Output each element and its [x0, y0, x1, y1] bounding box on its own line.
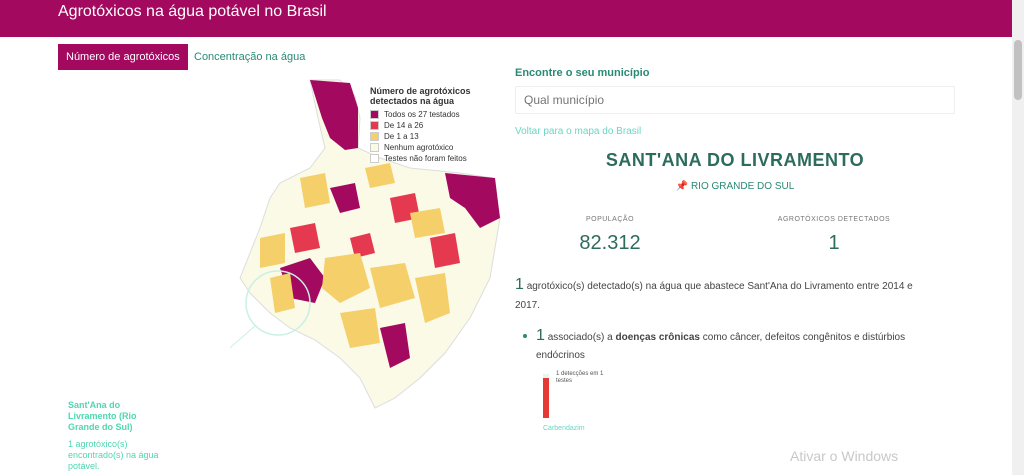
bullet-prefix: associado(s) a [547, 332, 613, 343]
chronic-disease-bullet: 1 associado(s) a doenças crônicas como c… [523, 327, 937, 365]
map-legend: Número de agrotóxicos detectados na água… [370, 86, 490, 164]
bar-fill[interactable] [543, 378, 549, 418]
region-center-purple[interactable] [330, 183, 360, 213]
region-yellow-9[interactable] [260, 233, 285, 268]
detected-value: 1 [828, 232, 840, 254]
legend-item: Todos os 27 testados [370, 109, 490, 120]
region-yellow-1[interactable] [270, 273, 295, 313]
region-yellow-4[interactable] [415, 273, 450, 323]
legend-label: Todos os 27 testados [384, 110, 460, 119]
selected-municipality-highlight [245, 270, 311, 336]
bullet-dot [523, 334, 527, 338]
region-north-purple[interactable] [310, 80, 358, 150]
legend-label: De 14 a 26 [384, 121, 424, 130]
region-yellow-5[interactable] [300, 173, 330, 208]
tab-numero-agrotoxicos[interactable]: Número de agrotóxicos [58, 44, 188, 70]
region-red-3[interactable] [430, 233, 460, 268]
legend-label: De 1 a 13 [384, 132, 419, 141]
back-to-brazil-map-link[interactable]: Voltar para o mapa do Brasil [515, 126, 642, 137]
legend-title: Número de agrotóxicos detectados na água [370, 86, 471, 106]
summary-count: 1 [515, 276, 524, 293]
municipality-search-input[interactable] [515, 86, 955, 114]
legend-item: Nenhum agrotóxico [370, 142, 490, 153]
bar-xlabel: Carbendazim [543, 425, 585, 432]
region-yellow-8[interactable] [340, 308, 380, 348]
summary-text: agrotóxico(s) detectado(s) na água que a… [515, 281, 913, 311]
region-south-purple[interactable] [380, 323, 410, 368]
legend-swatch [370, 143, 379, 152]
legend-swatch [370, 121, 379, 130]
population-label: POPULAÇÃO [585, 216, 635, 223]
region-yellow-2[interactable] [322, 253, 370, 303]
region-yellow-3[interactable] [370, 263, 415, 308]
legend-swatch [370, 110, 379, 119]
city-state: 📌 RIO GRANDE DO SUL [515, 181, 955, 192]
state-name: RIO GRANDE DO SUL [690, 181, 795, 192]
legend-item: De 1 a 13 [370, 131, 490, 142]
bar-label: 1 detecções em 1 testes [556, 371, 604, 384]
pin-icon: 📌 [675, 181, 689, 192]
brazil-south-map[interactable] [169, 78, 502, 418]
windows-watermark: Ativar o Windows [790, 448, 899, 464]
bullet-suffix: como câncer, defeitos congênitos e distú… [536, 332, 906, 361]
scrollbar[interactable] [1012, 0, 1024, 475]
finder-label: Encontre o seu município [515, 67, 650, 79]
municipality-callout: Sant'Ana do Livramento (Rio Grande do Su… [68, 400, 168, 472]
callout-title: Sant'Ana do Livramento (Rio Grande do Su… [68, 400, 137, 432]
legend-label: Nenhum agrotóxico [384, 143, 454, 152]
legend-item: De 14 a 26 [370, 120, 490, 131]
population-value: 82.312 [579, 232, 641, 254]
callout-description: 1 agrotóxico(s) encontrado(s) na água po… [68, 439, 159, 471]
page-title: Agrotóxicos na água potável no Brasil [58, 3, 327, 20]
tab-concentracao-agua[interactable]: Concentração na água [194, 51, 306, 63]
legend-label: Testes não foram feitos [384, 154, 467, 163]
region-yellow-7[interactable] [410, 208, 445, 238]
detected-label: AGROTÓXICOS DETECTADOS [777, 216, 891, 223]
bullet-count: 1 [536, 327, 545, 344]
map-svg[interactable] [169, 78, 502, 418]
city-name: SANT'ANA DO LIVRAMENTO [605, 150, 865, 170]
region-yellow-6[interactable] [365, 163, 395, 188]
legend-swatch [370, 154, 379, 163]
pesticide-minichart[interactable]: 1 detecções em 1 testes Carbendazim [540, 370, 610, 440]
legend-item: Testes não foram feitos [370, 153, 490, 164]
region-red-4[interactable] [350, 233, 375, 258]
legend-swatch [370, 132, 379, 141]
summary-paragraph: 1 agrotóxico(s) detectado(s) na água que… [515, 275, 940, 315]
region-red-1[interactable] [290, 223, 320, 253]
scrollbar-thumb[interactable] [1014, 40, 1022, 100]
callout-leader-line [169, 325, 256, 401]
bullet-bold: doenças crônicas [615, 332, 700, 343]
header-bar: Agrotóxicos na água potável no Brasil [0, 0, 1012, 37]
region-east-purple[interactable] [445, 173, 500, 228]
